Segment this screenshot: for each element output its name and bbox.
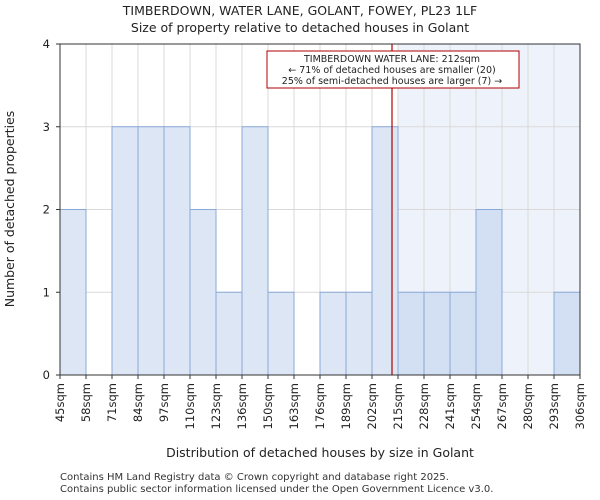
bar-84sqm bbox=[137, 126, 165, 376]
y-tick-label: 3 bbox=[43, 120, 50, 134]
bar-293sqm bbox=[553, 291, 581, 376]
bar-202sqm bbox=[371, 126, 399, 376]
y-axis-ticks: 0 1 2 3 4 bbox=[43, 37, 60, 382]
x-tick-label: 71sqm bbox=[105, 383, 119, 422]
bar-150sqm bbox=[267, 291, 295, 376]
x-tick-label: 45sqm bbox=[53, 383, 67, 422]
x-tick-label: 150sqm bbox=[261, 383, 275, 429]
x-tick-label: 202sqm bbox=[365, 383, 379, 429]
x-tick-label: 176sqm bbox=[313, 383, 327, 429]
bar-189sqm bbox=[345, 291, 373, 376]
y-tick-label: 2 bbox=[43, 203, 50, 217]
x-tick-label: 254sqm bbox=[469, 383, 483, 429]
plot-frame bbox=[59, 43, 581, 376]
bar-254sqm bbox=[475, 209, 503, 376]
x-tick-label: 163sqm bbox=[287, 383, 301, 429]
bar-97sqm bbox=[163, 126, 191, 376]
histogram-chart: TIMBERDOWN, WATER LANE, GOLANT, FOWEY, P… bbox=[2, 3, 587, 460]
footer-line-2: Contains public sector information licen… bbox=[60, 484, 494, 495]
footer-line-1: Contains HM Land Registry data © Crown c… bbox=[60, 472, 449, 483]
annotation-frame bbox=[266, 50, 520, 89]
bar-176sqm bbox=[319, 291, 347, 376]
chart-title: TIMBERDOWN, WATER LANE, GOLANT, FOWEY, P… bbox=[122, 3, 477, 18]
bar-241sqm bbox=[449, 291, 477, 376]
x-axis-label: Distribution of detached houses by size … bbox=[166, 445, 474, 460]
bar-215sqm bbox=[397, 291, 425, 376]
y-tick-label: 0 bbox=[43, 368, 50, 382]
y-tick-label: 1 bbox=[43, 285, 50, 299]
bar-45sqm bbox=[59, 209, 87, 376]
x-tick-label: 280sqm bbox=[521, 383, 535, 429]
x-tick-label: 267sqm bbox=[495, 383, 509, 429]
x-tick-label: 306sqm bbox=[573, 383, 587, 429]
annotation-line-2: ← 71% of detached houses are smaller (20… bbox=[288, 65, 495, 76]
x-tick-label: 97sqm bbox=[157, 383, 171, 422]
x-tick-label: 228sqm bbox=[417, 383, 431, 429]
bar-136sqm bbox=[241, 126, 269, 376]
bars bbox=[59, 126, 581, 376]
x-tick-label: 136sqm bbox=[235, 383, 249, 429]
annotation-line-1: TIMBERDOWN WATER LANE: 212sqm bbox=[303, 54, 480, 65]
bar-123sqm bbox=[215, 291, 243, 376]
x-axis-ticks: 45sqm 58sqm 71sqm 84sqm 97sqm 110sqm 123sqm 136… bbox=[53, 375, 587, 429]
x-tick-label: 110sqm bbox=[183, 383, 197, 429]
y-axis-label: Number of detached properties bbox=[2, 111, 17, 308]
annotation-line-3: 25% of semi-detached houses are larger (… bbox=[282, 76, 502, 87]
x-tick-label: 84sqm bbox=[131, 383, 145, 422]
bar-228sqm bbox=[423, 291, 451, 376]
annotation-box: TIMBERDOWN WATER LANE: 212sqm ← 71% of d… bbox=[266, 50, 520, 89]
x-tick-label: 241sqm bbox=[443, 383, 457, 429]
x-tick-label: 215sqm bbox=[391, 383, 405, 429]
x-tick-label: 58sqm bbox=[79, 383, 93, 422]
chart-subtitle: Size of property relative to detached ho… bbox=[131, 20, 469, 35]
bar-110sqm bbox=[189, 209, 217, 376]
y-tick-label: 4 bbox=[43, 37, 50, 51]
x-tick-label: 123sqm bbox=[209, 383, 223, 429]
x-tick-label: 293sqm bbox=[547, 383, 561, 429]
x-tick-label: 189sqm bbox=[339, 383, 353, 429]
bar-71sqm bbox=[111, 126, 139, 376]
